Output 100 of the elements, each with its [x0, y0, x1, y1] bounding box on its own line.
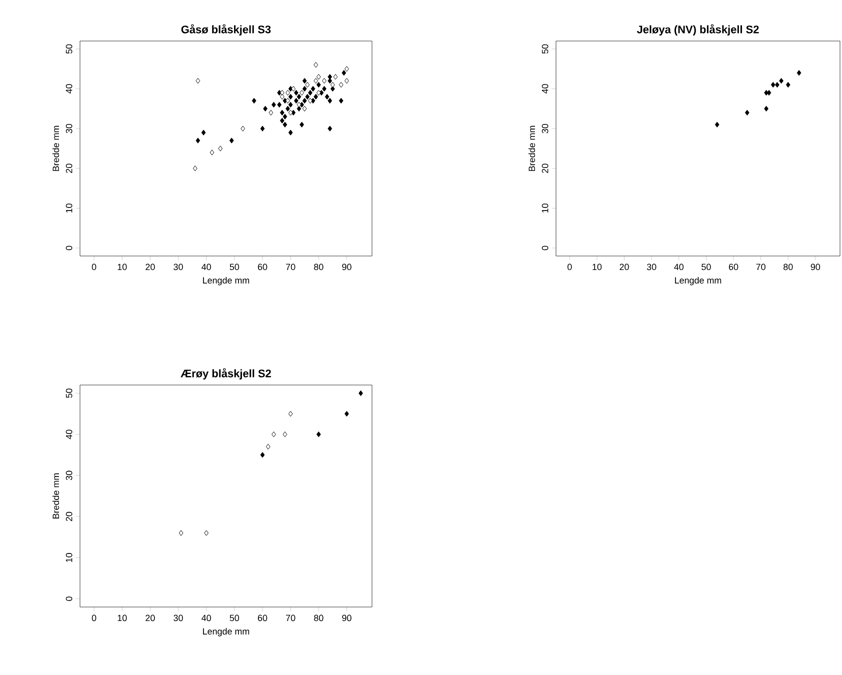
- y-tick-label: 0: [542, 246, 548, 250]
- point: [342, 70, 346, 76]
- point: [288, 410, 293, 417]
- point: [282, 122, 288, 128]
- point: [296, 94, 302, 100]
- x-tick-label: 70: [286, 264, 296, 270]
- y-tick-label: 50: [542, 44, 548, 54]
- point: [277, 102, 282, 108]
- y-tick-label: 10: [66, 553, 72, 562]
- point: [316, 431, 321, 438]
- point: [314, 94, 318, 100]
- y-tick-label: 30: [66, 124, 72, 134]
- y-tick-label: 50: [66, 388, 72, 398]
- x-tick-label: 50: [230, 264, 240, 270]
- point: [201, 130, 206, 136]
- point: [714, 122, 720, 128]
- x-tick-label: 40: [202, 264, 211, 270]
- x-tick-label: 50: [702, 264, 711, 270]
- point: [282, 114, 288, 120]
- point: [288, 94, 293, 100]
- y-tick-label: 10: [542, 204, 548, 213]
- chart-title: Ærøy blåskjell S2: [180, 368, 271, 380]
- x-tick-label: 20: [620, 264, 629, 270]
- x-tick-label: 40: [674, 264, 684, 270]
- x-tick-label: 10: [592, 264, 602, 270]
- point: [324, 94, 330, 100]
- y-tick-label: 10: [66, 204, 72, 213]
- point: [280, 110, 284, 116]
- point: [218, 146, 223, 152]
- point: [796, 70, 802, 76]
- x-tick-label: 90: [810, 264, 820, 270]
- point: [291, 86, 296, 92]
- x-tick-label: 40: [202, 614, 211, 622]
- point: [305, 82, 310, 88]
- y-tick-label: 30: [66, 470, 72, 480]
- point: [268, 110, 274, 116]
- point: [229, 138, 234, 144]
- y-axis-title: Bredde mm: [52, 126, 60, 171]
- x-tick-label: 0: [92, 264, 96, 270]
- y-tick-label: 20: [66, 164, 72, 173]
- point: [240, 126, 246, 132]
- chart-title: Jeløya (NV) blåskjell S2: [636, 24, 759, 36]
- x-axis-title: Lengde mm: [203, 628, 250, 636]
- point: [305, 94, 310, 100]
- x-tick-label: 50: [230, 614, 240, 622]
- point: [328, 98, 332, 104]
- x-tick-label: 80: [784, 264, 793, 270]
- point: [300, 122, 304, 128]
- x-tick-label: 70: [286, 614, 296, 622]
- y-axis-title: Bredde mm: [52, 473, 60, 518]
- point: [252, 98, 256, 104]
- point: [294, 90, 298, 96]
- x-tick-label: 60: [728, 264, 738, 270]
- point: [316, 90, 321, 96]
- y-tick-label: 20: [66, 512, 72, 522]
- point: [260, 126, 265, 132]
- point: [280, 94, 284, 100]
- point: [314, 62, 318, 68]
- point: [178, 530, 184, 536]
- x-tick-label: 90: [342, 264, 352, 270]
- point: [260, 452, 265, 458]
- point: [328, 126, 332, 132]
- x-axis-title: Lengde mm: [203, 276, 250, 286]
- y-tick-label: 50: [66, 44, 72, 54]
- point: [294, 98, 298, 104]
- point: [338, 82, 344, 88]
- x-tick-label: 0: [92, 614, 96, 622]
- x-tick-label: 60: [258, 614, 268, 622]
- point: [338, 98, 344, 104]
- point: [316, 82, 321, 88]
- x-axis-title: Lengde mm: [675, 276, 722, 286]
- x-tick-label: 0: [568, 264, 572, 270]
- y-tick-label: 40: [66, 430, 72, 440]
- point: [744, 110, 750, 116]
- point: [330, 82, 335, 88]
- point: [302, 98, 307, 104]
- point: [333, 74, 338, 80]
- y-tick-label: 40: [542, 84, 548, 94]
- point: [310, 86, 316, 92]
- y-tick-label: 30: [542, 124, 548, 134]
- y-tick-label: 40: [66, 84, 72, 94]
- point: [302, 78, 307, 84]
- x-tick-label: 10: [118, 614, 127, 622]
- point: [302, 106, 307, 112]
- point: [282, 431, 288, 438]
- point: [344, 66, 349, 72]
- x-tick-label: 30: [174, 614, 183, 622]
- y-tick-label: 0: [66, 596, 72, 601]
- point: [302, 86, 307, 92]
- x-tick-label: 30: [174, 264, 183, 270]
- point: [288, 102, 293, 108]
- point: [770, 82, 776, 88]
- y-axis-title: Bredde mm: [528, 126, 536, 171]
- point: [196, 78, 200, 84]
- chart-title: Gåsø blåskjell S3: [181, 24, 271, 36]
- point: [314, 78, 318, 84]
- point: [192, 166, 198, 172]
- point: [296, 102, 302, 108]
- x-tick-label: 10: [118, 264, 127, 270]
- point: [288, 110, 293, 116]
